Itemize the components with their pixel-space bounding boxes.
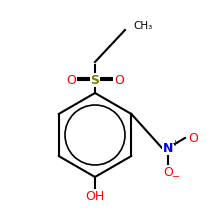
Text: CH₃: CH₃ bbox=[133, 21, 152, 31]
Text: N: N bbox=[163, 141, 173, 154]
Text: S: S bbox=[90, 73, 99, 86]
Text: +: + bbox=[172, 139, 178, 147]
Text: O: O bbox=[114, 73, 124, 86]
Text: OH: OH bbox=[85, 189, 105, 202]
Text: O: O bbox=[66, 73, 76, 86]
Text: O: O bbox=[163, 165, 173, 178]
Text: −: − bbox=[172, 172, 180, 182]
Text: O: O bbox=[188, 132, 198, 145]
